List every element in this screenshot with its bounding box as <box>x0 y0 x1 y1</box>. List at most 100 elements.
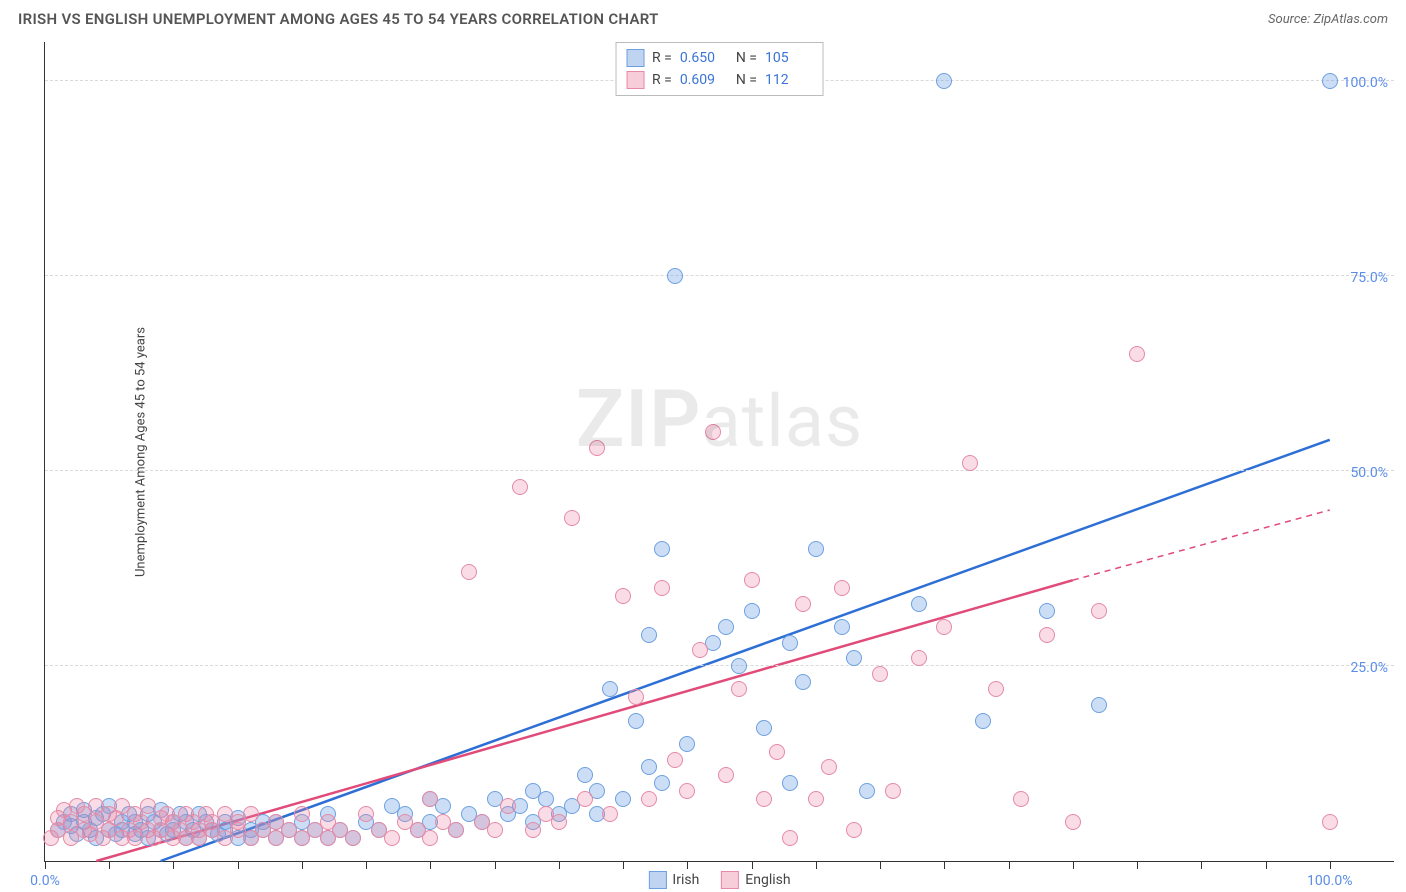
data-point-english <box>988 681 1004 697</box>
x-tick <box>1073 861 1074 869</box>
x-tick <box>366 861 367 869</box>
data-point-english <box>641 791 657 807</box>
x-tick <box>1009 861 1010 869</box>
data-point-irish <box>782 775 798 791</box>
stats-row-irish: R = 0.650 N = 105 <box>626 47 813 69</box>
regression-line-irish <box>161 440 1330 861</box>
gridline <box>45 665 1394 666</box>
data-point-irish <box>1322 73 1338 89</box>
legend-label-english: English <box>745 872 790 888</box>
x-tick <box>238 861 239 869</box>
data-point-irish <box>538 791 554 807</box>
x-tick <box>45 861 46 869</box>
data-point-english <box>345 830 361 846</box>
gridline <box>45 470 1394 471</box>
data-point-english <box>358 806 374 822</box>
data-point-irish <box>1091 697 1107 713</box>
data-point-irish <box>846 650 862 666</box>
x-tick <box>1137 861 1138 869</box>
data-point-english <box>243 806 259 822</box>
legend-item-english: English <box>721 871 790 889</box>
r-label: R = <box>652 47 672 69</box>
x-tick <box>430 861 431 869</box>
r-label-2: R = <box>652 69 672 91</box>
data-point-irish <box>602 681 618 697</box>
n-label: N = <box>736 47 757 69</box>
data-point-irish <box>744 603 760 619</box>
y-tick-label: 50.0% <box>1350 465 1388 481</box>
data-point-english <box>589 440 605 456</box>
data-point-irish <box>936 73 952 89</box>
data-point-english <box>782 830 798 846</box>
y-tick-label: 100.0% <box>1343 75 1388 91</box>
data-point-english <box>834 580 850 596</box>
x-tick <box>173 861 174 869</box>
data-point-english <box>525 822 541 838</box>
data-point-irish <box>808 541 824 557</box>
watermark-atlas: atlas <box>702 379 864 464</box>
source-label: Source: <box>1268 12 1313 27</box>
data-point-irish <box>756 720 772 736</box>
data-point-english <box>1091 603 1107 619</box>
data-point-english <box>936 619 952 635</box>
x-tick <box>1266 861 1267 869</box>
data-point-english <box>628 689 644 705</box>
data-point-english <box>795 596 811 612</box>
data-point-irish <box>654 775 670 791</box>
x-tick <box>1201 861 1202 869</box>
source-value: ZipAtlas.com <box>1313 12 1388 27</box>
data-point-english <box>422 830 438 846</box>
data-point-english <box>602 806 618 822</box>
data-point-irish <box>911 596 927 612</box>
x-tick <box>880 861 881 869</box>
data-point-english <box>821 759 837 775</box>
stats-row-english: R = 0.609 N = 112 <box>626 69 813 91</box>
y-tick-label: 75.0% <box>1350 270 1388 286</box>
data-point-irish <box>615 791 631 807</box>
r-value-english: 0.609 <box>680 69 728 91</box>
data-point-irish <box>628 713 644 729</box>
data-point-irish <box>577 767 593 783</box>
watermark: ZIPatlas <box>576 372 863 466</box>
data-point-english <box>744 572 760 588</box>
x-tick <box>1330 861 1331 869</box>
x-tick <box>623 861 624 869</box>
data-point-irish <box>641 627 657 643</box>
data-point-irish <box>654 541 670 557</box>
data-point-english <box>808 791 824 807</box>
x-tick <box>752 861 753 869</box>
x-tick <box>302 861 303 869</box>
swatch-irish <box>626 49 644 67</box>
data-point-irish <box>975 713 991 729</box>
data-point-english <box>448 822 464 838</box>
data-point-irish <box>795 674 811 690</box>
x-tick <box>816 861 817 869</box>
data-point-english <box>692 642 708 658</box>
plot-region: ZIPatlas R = 0.650 N = 105 R = 0.609 N =… <box>44 42 1394 862</box>
data-point-english <box>705 424 721 440</box>
data-point-english <box>615 588 631 604</box>
source-attribution: Source: ZipAtlas.com <box>1268 12 1388 27</box>
chart-header: IRISH VS ENGLISH UNEMPLOYMENT AMONG AGES… <box>0 0 1406 34</box>
data-point-english <box>384 830 400 846</box>
swatch-english <box>626 71 644 89</box>
data-point-irish <box>718 619 734 635</box>
data-point-english <box>679 783 695 799</box>
data-point-english <box>1129 346 1145 362</box>
data-point-english <box>962 455 978 471</box>
data-point-english <box>487 822 503 838</box>
data-point-irish <box>834 619 850 635</box>
chart-area: Unemployment Among Ages 45 to 54 years Z… <box>44 42 1394 862</box>
data-point-english <box>756 791 772 807</box>
n-label-2: N = <box>736 69 757 91</box>
data-point-english <box>885 783 901 799</box>
r-value-irish: 0.650 <box>680 47 728 69</box>
legend-label-irish: Irish <box>672 872 699 888</box>
chart-title: IRISH VS ENGLISH UNEMPLOYMENT AMONG AGES… <box>18 10 659 28</box>
n-value-english: 112 <box>765 69 813 91</box>
data-point-irish <box>1039 603 1055 619</box>
data-point-english <box>911 650 927 666</box>
data-point-english <box>1013 791 1029 807</box>
data-point-english <box>500 798 516 814</box>
data-point-english <box>654 580 670 596</box>
